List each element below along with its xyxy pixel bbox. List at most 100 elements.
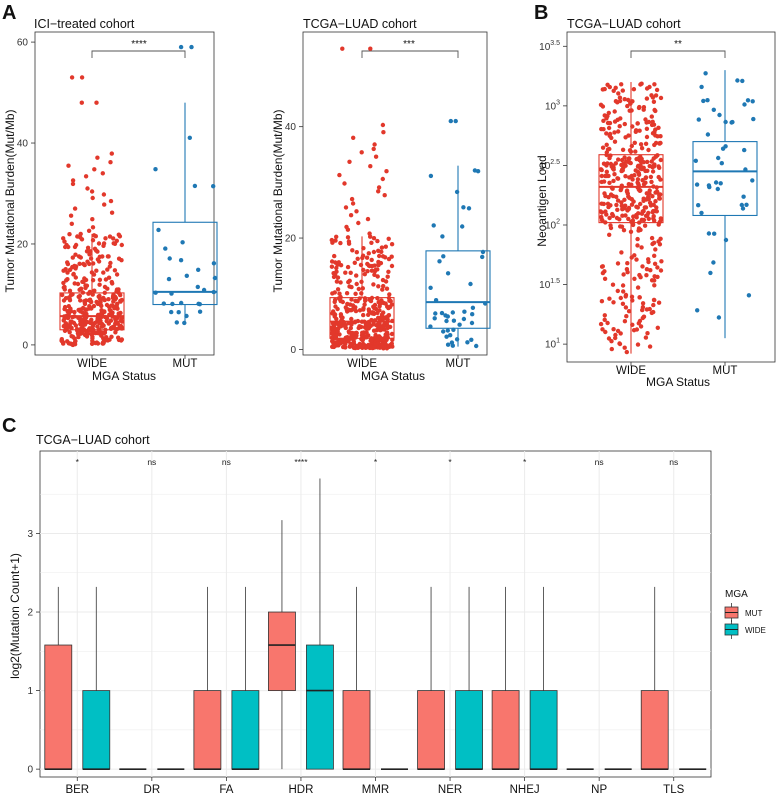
data-point	[350, 248, 355, 253]
data-point	[607, 180, 612, 185]
data-point	[364, 330, 369, 335]
data-point	[658, 268, 664, 273]
data-point	[437, 259, 442, 264]
data-point	[635, 285, 641, 290]
data-point	[652, 283, 657, 288]
y-axis-label: Neoantigen Load	[535, 155, 549, 246]
significance-label: *	[76, 457, 80, 467]
data-point	[333, 304, 338, 309]
data-point	[101, 295, 106, 301]
data-point	[470, 312, 475, 317]
data-point	[90, 292, 95, 297]
data-point	[116, 337, 122, 343]
data-point	[461, 205, 466, 210]
data-point	[82, 311, 88, 316]
data-point	[61, 298, 67, 303]
data-point	[346, 321, 352, 326]
data-point	[376, 284, 381, 289]
data-point	[654, 205, 659, 210]
y-tick-label: 101	[545, 338, 560, 351]
data-point	[67, 341, 72, 346]
x-tick-label: NHEJ	[510, 784, 540, 794]
data-point	[176, 310, 181, 315]
data-point	[104, 318, 109, 324]
data-point	[343, 345, 348, 350]
data-point	[609, 135, 614, 141]
data-point	[90, 238, 96, 243]
data-point	[377, 304, 382, 309]
data-point	[92, 167, 97, 172]
data-point	[334, 316, 339, 322]
data-point	[111, 236, 116, 241]
data-point	[716, 315, 722, 320]
data-point	[377, 335, 383, 340]
significance-label: *	[523, 457, 527, 467]
significance-bracket	[91, 50, 186, 58]
data-point	[354, 273, 359, 278]
data-point	[330, 311, 336, 316]
data-point	[466, 206, 472, 211]
data-point	[604, 152, 609, 158]
data-point	[384, 169, 389, 174]
data-point	[612, 139, 618, 144]
data-point	[189, 44, 194, 50]
data-point	[367, 345, 373, 351]
data-point	[66, 304, 72, 309]
data-point	[610, 193, 616, 199]
data-point	[457, 322, 462, 327]
data-point	[450, 343, 455, 348]
data-point	[642, 205, 647, 210]
data-point	[390, 318, 395, 324]
data-point	[63, 321, 69, 326]
data-point	[330, 339, 335, 344]
y-tick-label: 0	[22, 340, 28, 351]
data-point	[73, 252, 78, 257]
y-tick-label: 40	[17, 139, 29, 150]
data-point	[69, 221, 75, 226]
data-point	[648, 174, 654, 180]
data-point	[361, 307, 366, 312]
data-point	[715, 186, 720, 192]
data-point	[333, 335, 339, 340]
data-point	[474, 343, 479, 349]
data-point	[344, 224, 349, 230]
data-point	[334, 234, 339, 239]
data-point	[605, 147, 611, 152]
data-point	[601, 118, 606, 124]
data-point	[106, 254, 111, 259]
data-point	[701, 98, 706, 104]
data-point	[605, 201, 611, 206]
data-point	[331, 342, 336, 348]
data-point	[376, 315, 381, 320]
data-point	[332, 290, 337, 295]
data-point	[745, 98, 751, 103]
data-point	[89, 341, 95, 346]
data-point	[617, 341, 623, 347]
data-point	[80, 305, 86, 311]
data-point	[211, 289, 216, 295]
data-point	[109, 151, 115, 156]
data-point	[629, 294, 635, 299]
data-point	[342, 323, 347, 329]
data-point	[633, 128, 639, 133]
data-point	[380, 277, 386, 283]
data-point	[354, 209, 359, 214]
data-point	[96, 259, 102, 264]
data-point	[88, 327, 93, 333]
data-point	[439, 310, 445, 316]
data-point	[163, 246, 168, 251]
data-point	[628, 149, 634, 154]
data-point	[211, 184, 216, 189]
data-point	[632, 173, 637, 178]
data-point	[381, 316, 386, 321]
data-point	[603, 329, 608, 335]
data-point	[362, 302, 367, 307]
data-point	[84, 283, 90, 288]
data-point	[95, 249, 100, 254]
data-point	[599, 126, 604, 132]
data-point	[348, 336, 353, 341]
data-point	[63, 267, 68, 272]
data-point	[649, 235, 655, 241]
data-point	[695, 308, 700, 313]
data-point	[636, 181, 641, 186]
